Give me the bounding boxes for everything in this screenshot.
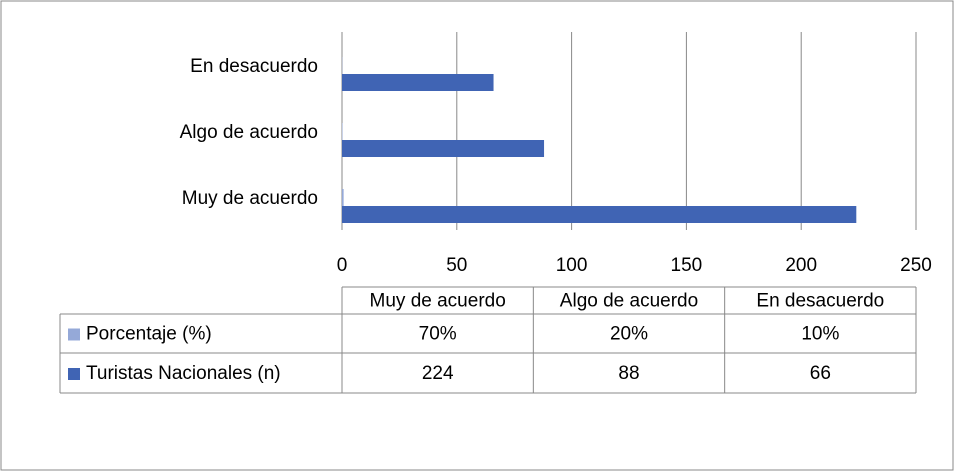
bar	[342, 140, 545, 157]
table-cell: 66	[810, 363, 831, 384]
x-tick-label: 150	[671, 255, 703, 276]
x-tick-label: 50	[446, 255, 467, 276]
table-header: Algo de acuerdo	[560, 291, 698, 312]
category-label: Muy de acuerdo	[182, 188, 318, 209]
legend-swatch	[68, 328, 80, 341]
bar	[342, 74, 494, 91]
category-label: En desacuerdo	[190, 56, 318, 77]
legend-swatch	[68, 368, 80, 380]
x-tick-label: 250	[900, 255, 932, 276]
table-cell: 224	[422, 363, 454, 384]
bar	[342, 206, 857, 223]
table-cell: 70%	[419, 324, 457, 345]
table-cell: 88	[618, 363, 639, 384]
table-header: En desacuerdo	[756, 291, 884, 312]
x-tick-label: 200	[785, 255, 817, 276]
legend-label: Porcentaje (%)	[86, 324, 212, 345]
x-tick-label: 0	[337, 255, 348, 276]
bar	[342, 189, 344, 206]
category-label: Algo de acuerdo	[180, 122, 318, 143]
x-tick-label: 100	[556, 255, 588, 276]
legend-label: Turistas Nacionales (n)	[86, 363, 281, 384]
table-cell: 10%	[801, 324, 839, 345]
table-cell: 20%	[610, 324, 648, 345]
table-header: Muy de acuerdo	[370, 291, 506, 312]
